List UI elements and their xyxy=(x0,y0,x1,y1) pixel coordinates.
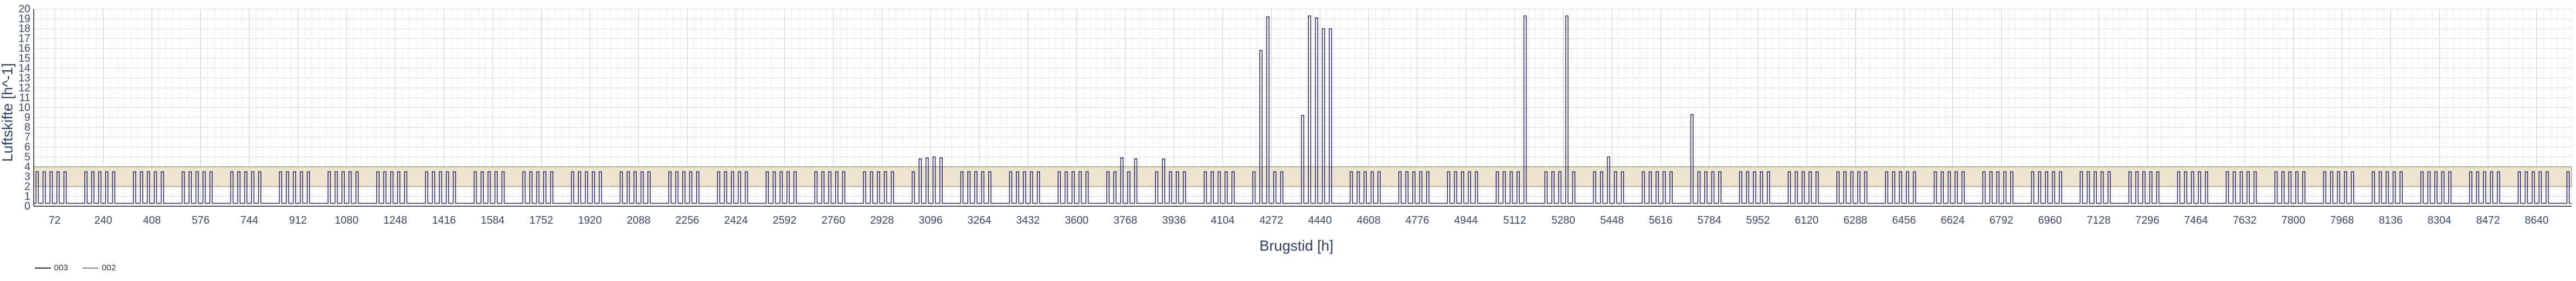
x-tick-label-27: 4608 xyxy=(1357,215,1380,226)
legend-item-003[interactable]: 003 xyxy=(35,263,68,273)
x-tick-label-22: 3768 xyxy=(1114,215,1137,226)
x-tick-label-17: 2928 xyxy=(870,215,894,226)
x-tick-label-18: 3096 xyxy=(919,215,943,226)
y-tick-label-9: 9 xyxy=(24,112,30,124)
x-tick-label-26: 4440 xyxy=(1308,215,1332,226)
x-tick-label-19: 3264 xyxy=(967,215,992,226)
y-tick-label-11: 11 xyxy=(19,92,30,104)
legend-swatch-002 xyxy=(83,267,99,269)
y-tick-label-14: 14 xyxy=(19,62,31,74)
comfort-band-rect xyxy=(33,166,2572,187)
y-tick-label-0: 0 xyxy=(24,201,30,212)
legend-label-002: 002 xyxy=(102,263,116,273)
x-tick-label-30: 5112 xyxy=(1503,215,1526,226)
x-tick-label-36: 6120 xyxy=(1795,215,1818,226)
x-tick-label-32: 5448 xyxy=(1600,215,1624,226)
x-tick-label-0: 72 xyxy=(49,215,61,226)
x-tick-label-2: 408 xyxy=(143,215,161,226)
y-tick-label-16: 16 xyxy=(19,43,30,55)
x-tick-label-49: 8304 xyxy=(2428,215,2452,226)
x-tick-label-28: 4776 xyxy=(1406,215,1429,226)
y-tick-label-7: 7 xyxy=(24,132,30,143)
x-tick-label-3: 576 xyxy=(192,215,210,226)
x-tick-label-4: 744 xyxy=(240,215,258,226)
y-tick-label-12: 12 xyxy=(19,82,30,94)
x-tick-label-37: 6288 xyxy=(1844,215,1867,226)
x-tick-label-1: 240 xyxy=(94,215,112,226)
x-tick-label-24: 4104 xyxy=(1211,215,1235,226)
x-tick-label-50: 8472 xyxy=(2476,215,2500,226)
axes xyxy=(33,9,2572,207)
x-tick-labels: 72 240 408 576 744 912 1080 1248 1416 1584 1752 192… xyxy=(49,215,2549,226)
x-tick-label-20: 3432 xyxy=(1016,215,1040,226)
x-tick-label-39: 6624 xyxy=(1941,215,1965,226)
x-tick-label-13: 2256 xyxy=(675,215,699,226)
x-tick-label-5: 912 xyxy=(289,215,307,226)
x-tick-label-33: 5616 xyxy=(1649,215,1672,226)
x-axis-title: Brugstid [h] xyxy=(1259,237,1334,254)
y-tick-label-15: 15 xyxy=(19,53,30,65)
y-tick-label-20: 20 xyxy=(19,3,30,15)
x-tick-label-23: 3936 xyxy=(1162,215,1186,226)
y-tick-label-2: 2 xyxy=(24,181,30,193)
x-tick-label-11: 1920 xyxy=(578,215,602,226)
comfort-band xyxy=(33,166,2572,187)
y-tick-label-19: 19 xyxy=(19,13,30,25)
series-003-line xyxy=(34,15,2572,204)
x-tick-label-7: 1248 xyxy=(384,215,407,226)
legend-item-002[interactable]: 002 xyxy=(83,263,116,273)
y-tick-label-8: 8 xyxy=(24,122,30,134)
x-tick-label-38: 6456 xyxy=(1892,215,1916,226)
y-tick-label-13: 13 xyxy=(19,72,30,84)
legend-label-003: 003 xyxy=(54,263,69,273)
x-tick-label-44: 7464 xyxy=(2184,215,2208,226)
y-tick-label-1: 1 xyxy=(24,191,30,202)
x-tick-label-29: 4944 xyxy=(1454,215,1478,226)
x-tick-label-8: 1416 xyxy=(432,215,456,226)
x-tick-label-51: 8640 xyxy=(2525,215,2548,226)
x-tick-label-35: 5952 xyxy=(1746,215,1770,226)
y-tick-label-10: 10 xyxy=(19,102,30,114)
x-tick-label-12: 2088 xyxy=(627,215,650,226)
x-tick-label-48: 8136 xyxy=(2379,215,2402,226)
x-tick-label-10: 1752 xyxy=(529,215,553,226)
x-tick-label-21: 3600 xyxy=(1065,215,1088,226)
x-tick-label-46: 7800 xyxy=(2281,215,2305,226)
y-tick-label-18: 18 xyxy=(19,23,30,35)
series-layer xyxy=(34,15,2572,204)
legend: 003 002 xyxy=(35,263,116,273)
x-tick-label-45: 7632 xyxy=(2233,215,2257,226)
x-tick-label-34: 5784 xyxy=(1697,215,1722,226)
y-tick-label-3: 3 xyxy=(24,171,30,183)
y-tick-label-6: 6 xyxy=(24,142,30,153)
y-tick-label-4: 4 xyxy=(24,161,30,173)
y-tick-label-5: 5 xyxy=(24,151,30,163)
x-tick-label-16: 2760 xyxy=(821,215,845,226)
x-tick-label-47: 7968 xyxy=(2330,215,2354,226)
x-tick-label-40: 6792 xyxy=(1989,215,2013,226)
x-tick-label-42: 7128 xyxy=(2087,215,2110,226)
legend-swatch-003 xyxy=(35,267,51,269)
x-tick-label-25: 4272 xyxy=(1259,215,1283,226)
x-tick-label-43: 7296 xyxy=(2136,215,2159,226)
x-tick-label-6: 1080 xyxy=(335,215,358,226)
x-tick-label-9: 1584 xyxy=(481,215,505,226)
x-tick-label-15: 2592 xyxy=(773,215,796,226)
x-tick-label-31: 5280 xyxy=(1551,215,1575,226)
x-tick-label-41: 6960 xyxy=(2038,215,2062,226)
y-tick-label-17: 17 xyxy=(19,33,30,45)
x-tick-label-14: 2424 xyxy=(724,215,748,226)
y-axis-title: Luftskifte [h^-1] xyxy=(0,63,16,162)
